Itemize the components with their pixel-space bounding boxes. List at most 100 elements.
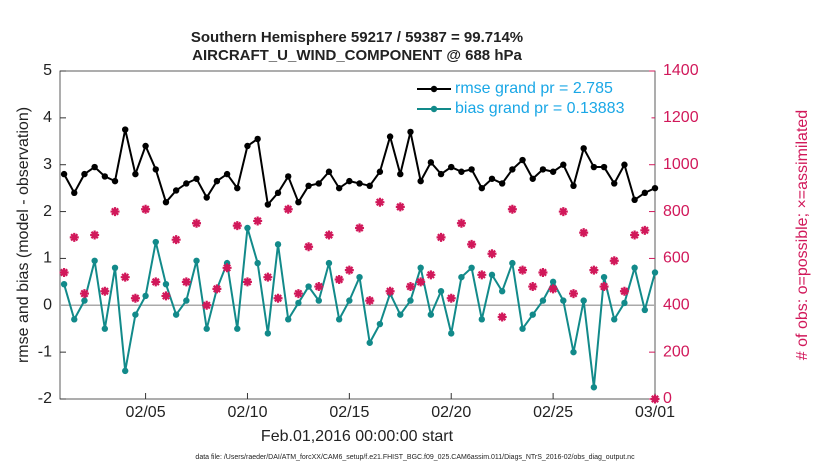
series-marker	[498, 288, 506, 295]
series-marker	[407, 297, 414, 304]
legend-marker	[430, 105, 438, 113]
series-marker	[142, 292, 149, 300]
x-axis-label: Feb.01,2016 00:00:00 start	[261, 428, 454, 445]
obs-marker	[334, 275, 344, 285]
series-marker	[162, 281, 170, 288]
obs-marker	[497, 312, 507, 322]
series-marker	[539, 166, 547, 173]
obs-marker	[232, 221, 242, 231]
obs-marker	[212, 284, 222, 294]
legend-label: rmse grand pr = 2.785	[455, 80, 613, 97]
y2-tick-label: 1000	[663, 156, 699, 173]
series-marker	[397, 311, 404, 318]
series-marker	[152, 166, 159, 173]
obs-marker	[192, 218, 202, 228]
obs-marker	[640, 225, 650, 235]
obs-marker	[130, 293, 140, 303]
series-marker	[448, 330, 455, 337]
series-marker	[111, 177, 119, 185]
series-marker	[264, 330, 272, 337]
series-marker	[417, 177, 424, 185]
series-marker	[315, 180, 322, 187]
series-marker	[132, 170, 139, 178]
series-marker	[641, 189, 649, 197]
series-marker	[254, 259, 261, 267]
series-marker	[244, 224, 251, 232]
legend-marker	[430, 85, 438, 93]
legend-label: bias grand pr = 0.13883	[455, 100, 625, 117]
obs-marker	[110, 207, 120, 217]
series-marker	[437, 170, 445, 178]
plot-area	[59, 70, 656, 400]
series-marker	[631, 196, 638, 204]
series-marker	[427, 159, 435, 166]
obs-marker	[59, 267, 69, 277]
series-marker	[101, 325, 109, 332]
obs-marker	[79, 289, 89, 299]
series-marker	[509, 166, 516, 173]
series-marker	[641, 306, 649, 314]
x-tick-label: 02/25	[533, 404, 573, 421]
series-marker	[458, 273, 465, 281]
series-marker	[376, 320, 384, 328]
series-marker	[203, 325, 210, 332]
obs-marker	[487, 249, 497, 259]
series-marker	[529, 175, 536, 182]
obs-marker	[263, 272, 273, 282]
y2-axis-label: # of obs: o=possible; ×=assimilated	[794, 110, 811, 360]
series-marker	[549, 168, 557, 175]
series-marker	[366, 182, 373, 189]
obs-marker	[171, 235, 181, 245]
series-marker	[295, 199, 302, 206]
series-marker	[590, 384, 598, 391]
chart-title: Southern Hemisphere 59217 / 59387 = 99.7…	[191, 29, 523, 46]
obs-marker	[589, 265, 599, 275]
obs-marker	[385, 286, 395, 296]
series-marker	[81, 297, 88, 304]
obs-marker	[355, 223, 365, 233]
series-marker	[488, 271, 496, 279]
series-marker	[509, 259, 516, 267]
obs-marker	[518, 265, 528, 275]
x-tick-label: 02/05	[126, 404, 166, 421]
obs-marker	[630, 230, 640, 240]
series-marker	[580, 145, 587, 152]
series-marker	[101, 173, 109, 180]
series-marker	[580, 297, 587, 304]
obs-marker	[467, 239, 477, 249]
series-marker	[305, 182, 312, 189]
series-marker	[417, 264, 424, 271]
obs-marker	[426, 270, 436, 280]
series-marker	[91, 257, 98, 264]
series-marker	[335, 316, 343, 323]
series-marker	[244, 142, 251, 150]
series-marker	[193, 175, 200, 182]
obs-marker	[579, 228, 589, 238]
y-axis-label: rmse and bias (model - observation)	[15, 107, 32, 363]
series-marker	[386, 133, 394, 140]
obs-marker	[314, 282, 324, 292]
obs-marker	[100, 286, 110, 296]
series-marker	[397, 170, 404, 178]
series-marker	[142, 142, 149, 150]
obs-marker	[650, 394, 660, 404]
series-marker	[458, 168, 465, 175]
series-marker	[81, 170, 88, 178]
series-marker	[305, 283, 312, 290]
series-marker	[621, 161, 628, 168]
obs-marker	[456, 218, 466, 228]
series-marker	[356, 180, 363, 187]
series-marker	[539, 297, 547, 304]
obs-marker	[161, 291, 171, 301]
obs-marker	[548, 284, 558, 294]
obs-marker	[304, 242, 314, 252]
series-marker	[560, 297, 567, 304]
series-marker	[498, 180, 506, 187]
y2-tick-label: 600	[663, 250, 690, 267]
footnote: data file: /Users/raeder/DAI/ATM_forcXX/…	[195, 454, 635, 461]
series-marker	[468, 264, 475, 271]
obs-marker	[507, 204, 517, 214]
series-marker	[488, 175, 496, 182]
obs-marker	[619, 286, 629, 296]
y-tick-label: -2	[38, 390, 52, 407]
